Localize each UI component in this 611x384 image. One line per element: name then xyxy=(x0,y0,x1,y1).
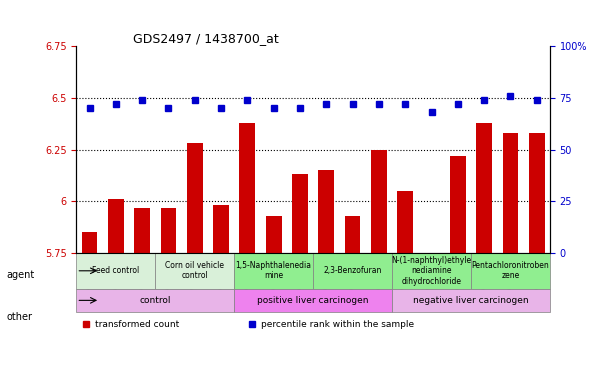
Text: other: other xyxy=(6,312,32,322)
FancyBboxPatch shape xyxy=(76,253,155,288)
Bar xyxy=(187,143,203,253)
Bar xyxy=(82,232,97,253)
Bar xyxy=(345,216,360,253)
Bar xyxy=(240,122,255,253)
Text: control: control xyxy=(139,296,171,305)
Bar xyxy=(529,133,544,253)
Bar xyxy=(134,207,150,253)
FancyBboxPatch shape xyxy=(234,253,313,288)
Bar xyxy=(318,170,334,253)
FancyBboxPatch shape xyxy=(234,288,392,312)
Text: agent: agent xyxy=(6,270,34,280)
FancyBboxPatch shape xyxy=(76,288,234,312)
Text: transformed count: transformed count xyxy=(95,319,180,329)
FancyBboxPatch shape xyxy=(392,253,471,288)
Text: 1,5-Naphthalenedia
mine: 1,5-Naphthalenedia mine xyxy=(236,261,312,280)
Text: Corn oil vehicle
control: Corn oil vehicle control xyxy=(165,261,224,280)
Text: percentile rank within the sample: percentile rank within the sample xyxy=(261,319,414,329)
Text: GDS2497 / 1438700_at: GDS2497 / 1438700_at xyxy=(133,32,279,45)
Bar xyxy=(476,122,492,253)
FancyBboxPatch shape xyxy=(471,253,550,288)
Bar xyxy=(108,199,123,253)
Text: positive liver carcinogen: positive liver carcinogen xyxy=(257,296,369,305)
Bar xyxy=(161,207,177,253)
FancyBboxPatch shape xyxy=(155,253,234,288)
Text: Pentachloronitroben
zene: Pentachloronitroben zene xyxy=(472,261,549,280)
Text: N-(1-naphthyl)ethyle
nediamine
dihydrochloride: N-(1-naphthyl)ethyle nediamine dihydroch… xyxy=(392,256,472,286)
Text: Feed control: Feed control xyxy=(92,266,139,275)
Bar xyxy=(397,191,413,253)
Bar xyxy=(502,133,518,253)
Text: 2,3-Benzofuran: 2,3-Benzofuran xyxy=(323,266,382,275)
Text: negative liver carcinogen: negative liver carcinogen xyxy=(413,296,529,305)
Bar xyxy=(371,150,387,253)
FancyBboxPatch shape xyxy=(313,253,392,288)
Bar xyxy=(266,216,282,253)
Bar xyxy=(450,156,466,253)
Bar xyxy=(213,205,229,253)
FancyBboxPatch shape xyxy=(392,288,550,312)
Bar xyxy=(292,174,308,253)
